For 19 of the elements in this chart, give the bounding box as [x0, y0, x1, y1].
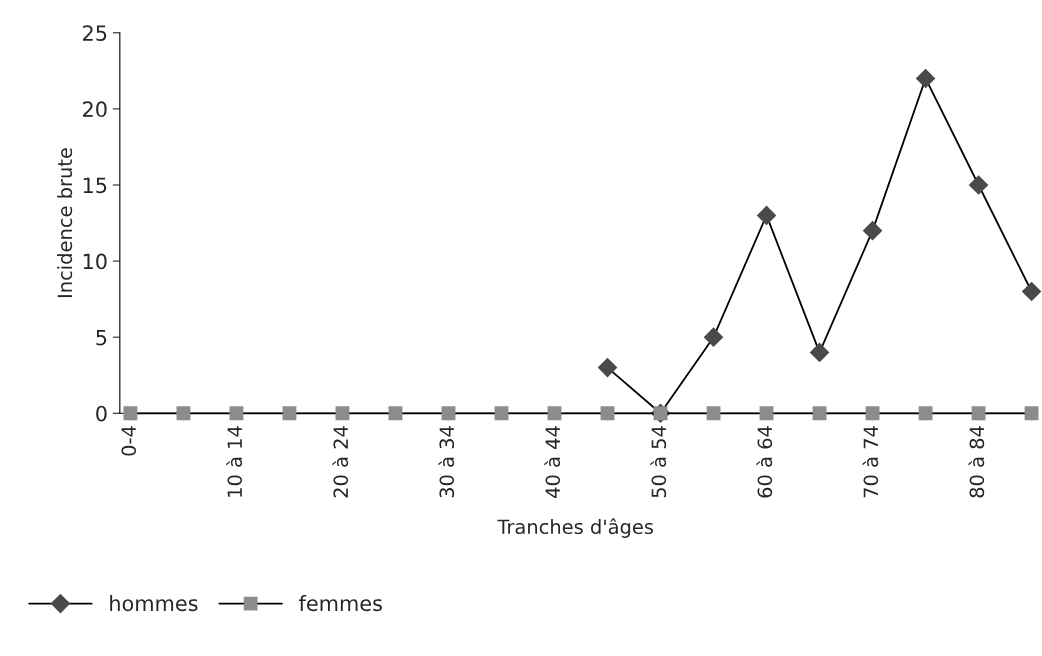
y-tick-label: 5: [96, 329, 107, 346]
x-tick-label: 40 à 44: [544, 426, 561, 498]
y-tick-label: 20: [83, 101, 107, 118]
y-axis-title: Incidence brute: [57, 148, 73, 298]
x-tick-label: 70 à 74: [862, 426, 879, 498]
x-axis-title: Tranches d'âges: [497, 518, 654, 538]
x-tick-label: 0-4: [121, 426, 137, 456]
x-tick-label: 80 à 84: [968, 426, 985, 498]
y-tick-label: 15: [83, 177, 107, 194]
x-tick-label: 30 à 34: [438, 426, 455, 498]
x-tick-label: 20 à 24: [332, 426, 349, 498]
legend-label: hommes: [110, 595, 198, 612]
y-tick-label: 25: [83, 25, 107, 42]
y-tick-label: 0: [96, 405, 107, 422]
x-tick-label: 10 à 14: [226, 426, 243, 497]
legend-label: femmes: [299, 595, 382, 612]
y-tick-label: 10: [83, 253, 107, 270]
x-tick-label: 50 à 54: [650, 426, 667, 498]
x-tick-label: 60 à 64: [756, 426, 773, 498]
